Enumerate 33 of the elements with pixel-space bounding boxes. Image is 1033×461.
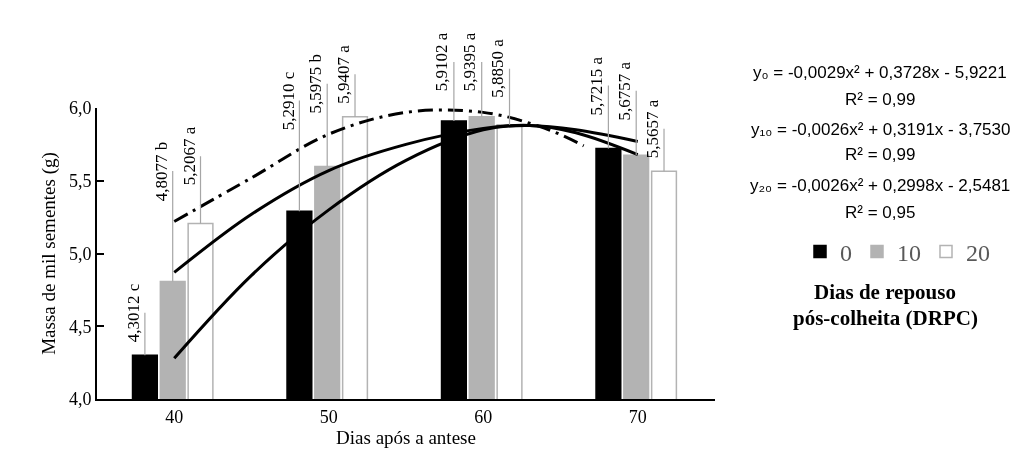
x-tick-label: 50: [319, 406, 338, 427]
data-label: 5,2067 a: [179, 126, 199, 186]
x-tick-label: 40: [165, 406, 184, 427]
x-tick-label: 60: [474, 406, 493, 427]
text: R² = 0,99: [845, 145, 916, 164]
x-axis-title: Dias após a antese: [336, 426, 476, 448]
data-label: 4,8077 b: [152, 141, 172, 202]
text: y₁₀ = -0,0026x² + 0,3191x - 3,7530: [751, 120, 1011, 139]
y-axis-title: Massa de mil sementes (g): [38, 152, 61, 355]
data-label: 5,7215 a: [587, 56, 607, 116]
legend-label: 20: [966, 239, 990, 266]
data-label: 5,6757 a: [614, 61, 634, 121]
text: y₀ = -0,0029x² + 0,3728x - 5,9221: [753, 63, 1007, 82]
y-tick-label: 5,5: [68, 171, 92, 192]
legend-label: 10: [897, 239, 921, 266]
legend-title: Dias de repouso pós-colheita (DRPC): [793, 280, 978, 330]
y-tick-label: 5,0: [68, 243, 92, 264]
legend-label: 0: [840, 239, 852, 266]
data-label: 5,9395 a: [460, 32, 480, 92]
data-label: 5,5975 b: [305, 53, 325, 114]
data-label: 4,3012 c: [123, 283, 143, 343]
y-tick-label: 4,5: [68, 316, 92, 337]
data-label: 5,8850 a: [488, 38, 508, 98]
data-label: 5,9407 a: [334, 44, 354, 104]
y-tick-label: 6,0: [68, 98, 92, 119]
text: R² = 0,99: [845, 90, 916, 109]
text: y₂₀ = -0,0026x² + 0,2998x - 2,5481: [750, 176, 1011, 195]
data-label: 5,9102 a: [432, 32, 452, 92]
y-tick-label: 4,0: [68, 389, 92, 410]
x-tick-label: 70: [628, 406, 647, 427]
data-label: 5,5657 a: [642, 99, 662, 159]
data-label: 5,2910 c: [278, 71, 298, 131]
text: R² = 0,95: [845, 203, 916, 222]
